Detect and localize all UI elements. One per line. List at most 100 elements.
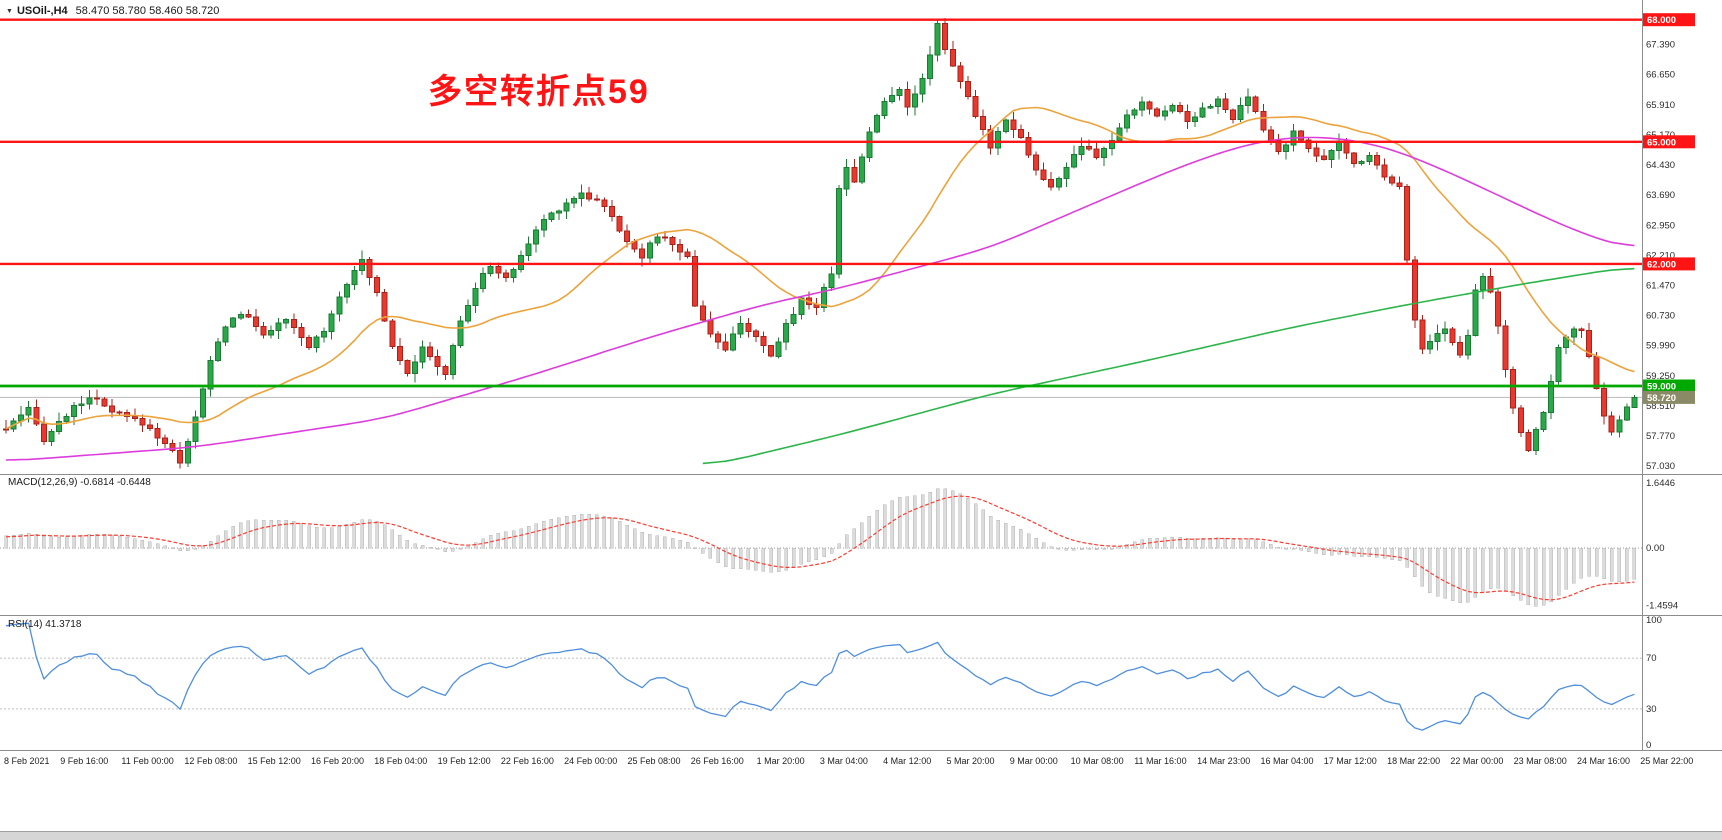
macd-bar — [610, 517, 614, 549]
macd-bar — [428, 546, 432, 549]
candle-body — [472, 287, 479, 307]
candle-body — [63, 416, 70, 423]
macd-bar — [860, 522, 864, 549]
candle-body — [1124, 114, 1130, 129]
macd-bar — [1057, 547, 1061, 550]
macd-bar — [542, 521, 546, 549]
candle-body — [533, 229, 540, 245]
macd-bar — [670, 538, 675, 549]
macd-bar — [1223, 537, 1228, 549]
rsi-axis-label: 30 — [1646, 704, 1657, 715]
candle-body — [1464, 334, 1471, 356]
macd-bar — [1632, 547, 1637, 580]
candle-body — [1161, 110, 1168, 117]
candle-body — [1017, 129, 1024, 139]
candle-body — [1230, 109, 1236, 121]
price-axis-label: 61.470 — [1646, 281, 1675, 292]
candle-body — [972, 96, 979, 117]
macd-bar — [951, 490, 955, 549]
candle-body — [684, 251, 691, 257]
candle-body — [904, 89, 911, 108]
candle-body — [828, 273, 835, 289]
candle-body — [548, 212, 555, 220]
macd-bar — [1329, 547, 1334, 556]
candle-body — [866, 131, 873, 158]
macd-bar — [246, 520, 251, 549]
macd-bar — [1375, 547, 1379, 558]
candle-body — [495, 265, 502, 274]
price-axis-label: 60.730 — [1646, 311, 1675, 322]
candle-body — [624, 230, 631, 242]
time-axis-label: 22 Feb 16:00 — [501, 756, 554, 766]
macd-bar — [435, 547, 440, 550]
candle-body — [760, 335, 767, 347]
macd-bar — [337, 525, 342, 549]
candle-body — [798, 297, 805, 315]
macd-bar — [1382, 547, 1387, 559]
price-tag-text: 59.000 — [1647, 382, 1676, 393]
macd-bar — [1579, 547, 1584, 579]
macd-bar — [4, 535, 8, 549]
macd-bar — [655, 535, 660, 549]
candle-body — [1555, 347, 1562, 382]
candle-body — [1184, 111, 1191, 122]
macd-bar — [716, 547, 720, 564]
candle-body — [1010, 119, 1017, 131]
candle-wick — [1088, 139, 1090, 151]
candle-body — [1487, 276, 1494, 293]
chart-annotation-text[interactable]: 多空转折点59 — [428, 73, 650, 111]
time-axis-label: 14 Mar 23:00 — [1197, 756, 1250, 766]
time-axis-label: 18 Mar 22:00 — [1387, 756, 1440, 766]
macd-bar — [163, 545, 167, 549]
time-axis-label: 15 Feb 12:00 — [248, 756, 301, 766]
macd-bar — [1556, 547, 1561, 596]
candles-layer — [3, 17, 1638, 469]
macd-axis-label: -1.4594 — [1646, 601, 1678, 612]
candle-body — [78, 403, 85, 407]
candle-body — [139, 417, 146, 426]
candle-body — [1192, 116, 1199, 122]
macd-bar — [299, 522, 304, 549]
macd-bar — [95, 533, 99, 549]
symbol-dropdown-icon[interactable]: ▼ — [6, 8, 13, 15]
macd-bar — [913, 495, 917, 549]
macd-bar — [72, 535, 76, 549]
macd-bar — [1246, 538, 1250, 549]
candle-body — [1396, 182, 1403, 188]
macd-bar — [996, 520, 1000, 549]
price-axis-label: 58.510 — [1646, 401, 1675, 412]
candle-wick — [1323, 148, 1325, 161]
macd-bar — [458, 547, 463, 550]
candle-body — [3, 428, 9, 431]
macd-bar — [526, 526, 531, 549]
candle-body — [851, 167, 858, 183]
candle-body — [1502, 325, 1509, 370]
macd-bar — [1049, 546, 1053, 549]
candle-body — [1578, 328, 1585, 331]
candle-body — [525, 243, 532, 257]
macd-bar — [595, 514, 599, 549]
macd-bar — [905, 496, 910, 549]
bottom-scrollbar[interactable] — [0, 832, 1722, 840]
ma-slow-line — [702, 267, 1635, 465]
macd-bar — [1413, 547, 1417, 578]
price-tag-68.000 — [1643, 13, 1695, 27]
candle-body — [351, 269, 358, 286]
time-axis-label: 23 Mar 08:00 — [1514, 756, 1567, 766]
macd-bar — [360, 519, 364, 549]
macd-bar — [1291, 547, 1296, 550]
candle-body — [1237, 105, 1244, 121]
macd-bar — [1041, 542, 1046, 549]
rsi-axis-label: 100 — [1646, 615, 1662, 626]
time-axis-label: 10 Mar 08:00 — [1071, 756, 1124, 766]
candle-body — [1404, 186, 1411, 261]
macd-bar — [1435, 547, 1440, 597]
candle-body — [419, 346, 426, 363]
time-axis-label: 1 Mar 20:00 — [757, 756, 805, 766]
macd-bar — [314, 526, 319, 549]
macd-bar — [549, 518, 554, 549]
rsi-axis-label: 70 — [1646, 653, 1657, 664]
candle-body — [207, 360, 214, 390]
macd-bar — [1193, 538, 1197, 549]
